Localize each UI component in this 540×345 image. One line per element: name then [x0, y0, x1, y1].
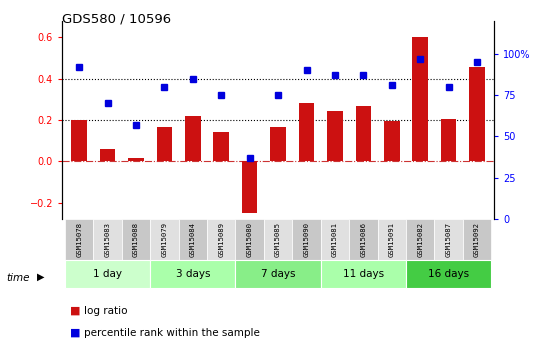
- Bar: [207, 219, 235, 260]
- Text: GSM15090: GSM15090: [303, 223, 309, 257]
- Bar: [213, 132, 229, 161]
- Bar: [355, 107, 371, 161]
- Bar: [327, 111, 343, 161]
- Bar: [93, 219, 122, 260]
- Text: GSM15087: GSM15087: [446, 223, 451, 257]
- Bar: [434, 219, 463, 260]
- Bar: [463, 219, 491, 260]
- Text: percentile rank within the sample: percentile rank within the sample: [84, 328, 260, 338]
- Text: GSM15079: GSM15079: [161, 223, 167, 257]
- Text: GSM15081: GSM15081: [332, 223, 338, 257]
- Text: 7 days: 7 days: [261, 269, 295, 279]
- Text: 11 days: 11 days: [343, 269, 384, 279]
- Text: 3 days: 3 days: [176, 269, 210, 279]
- Text: GSM15092: GSM15092: [474, 223, 480, 257]
- Text: GSM15085: GSM15085: [275, 223, 281, 257]
- Bar: [235, 219, 264, 260]
- Bar: [292, 219, 321, 260]
- Text: time: time: [6, 273, 30, 283]
- Bar: [377, 219, 406, 260]
- Text: GSM15091: GSM15091: [389, 223, 395, 257]
- Text: GSM15083: GSM15083: [105, 223, 111, 257]
- Bar: [406, 219, 434, 260]
- Bar: [349, 219, 377, 260]
- Bar: [271, 127, 286, 161]
- Bar: [100, 149, 116, 161]
- Bar: [441, 119, 456, 161]
- Bar: [384, 121, 400, 161]
- Bar: [65, 219, 93, 260]
- Text: ■: ■: [70, 306, 80, 315]
- Bar: [264, 219, 292, 260]
- Text: GSM15080: GSM15080: [247, 223, 253, 257]
- Bar: [150, 219, 179, 260]
- Bar: [157, 127, 172, 161]
- Text: GSM15088: GSM15088: [133, 223, 139, 257]
- Text: GDS580 / 10596: GDS580 / 10596: [62, 12, 171, 25]
- Text: ▶: ▶: [37, 272, 44, 282]
- Text: 1 day: 1 day: [93, 269, 122, 279]
- Bar: [179, 219, 207, 260]
- Bar: [235, 260, 321, 288]
- Bar: [71, 120, 87, 161]
- Bar: [413, 37, 428, 161]
- Bar: [299, 104, 314, 161]
- Bar: [122, 219, 150, 260]
- Text: 16 days: 16 days: [428, 269, 469, 279]
- Bar: [321, 260, 406, 288]
- Text: GSM15089: GSM15089: [218, 223, 224, 257]
- Bar: [469, 67, 485, 161]
- Bar: [65, 260, 150, 288]
- Bar: [406, 260, 491, 288]
- Text: GSM15084: GSM15084: [190, 223, 196, 257]
- Bar: [242, 161, 258, 213]
- Bar: [150, 260, 235, 288]
- Bar: [128, 158, 144, 161]
- Text: ■: ■: [70, 328, 80, 338]
- Text: GSM15086: GSM15086: [360, 223, 366, 257]
- Bar: [321, 219, 349, 260]
- Text: GSM15078: GSM15078: [76, 223, 82, 257]
- Text: GSM15082: GSM15082: [417, 223, 423, 257]
- Bar: [185, 116, 201, 161]
- Text: log ratio: log ratio: [84, 306, 127, 315]
